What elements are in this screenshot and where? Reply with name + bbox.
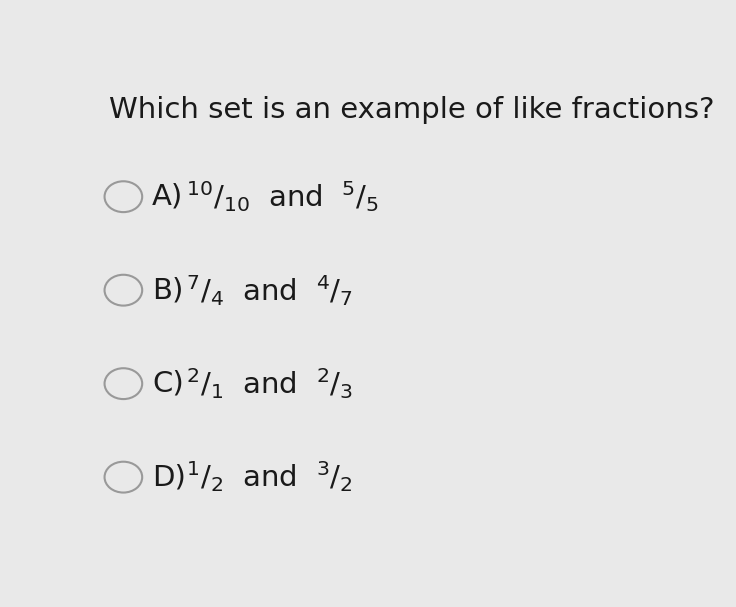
- Text: B): B): [152, 276, 183, 304]
- Text: D): D): [152, 463, 185, 491]
- Text: A): A): [152, 183, 183, 211]
- Text: $^{7}/_{4}$  and  $^{4}/_{7}$: $^{7}/_{4}$ and $^{4}/_{7}$: [186, 273, 353, 308]
- Text: $^{10}/_{10}$  and  $^{5}/_{5}$: $^{10}/_{10}$ and $^{5}/_{5}$: [186, 179, 379, 214]
- Text: $^{2}/_{1}$  and  $^{2}/_{3}$: $^{2}/_{1}$ and $^{2}/_{3}$: [186, 366, 353, 401]
- Text: Which set is an example of like fractions?: Which set is an example of like fraction…: [109, 97, 715, 124]
- Text: C): C): [152, 370, 184, 398]
- Text: $^{1}/_{2}$  and  $^{3}/_{2}$: $^{1}/_{2}$ and $^{3}/_{2}$: [186, 459, 353, 495]
